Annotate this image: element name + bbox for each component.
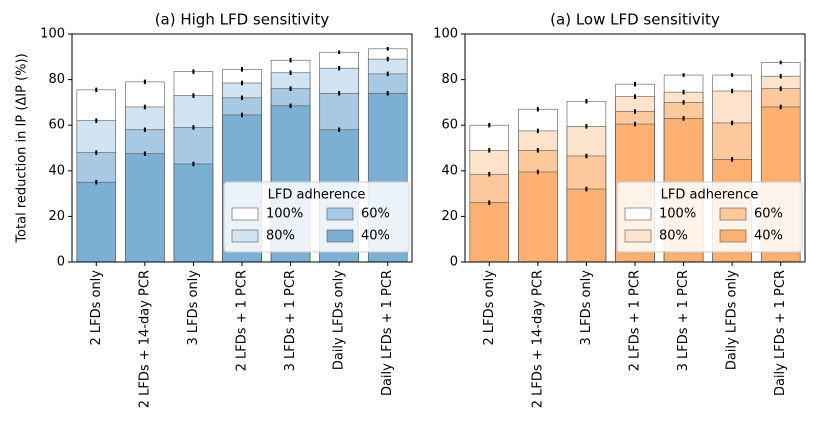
- legend-swatch: [231, 207, 259, 221]
- x-tick-label: 2 LFDs + 14-day PCR: [530, 270, 545, 408]
- legend-label: 60%: [361, 207, 390, 222]
- legend-label: 40%: [361, 229, 390, 244]
- legend-box: [223, 181, 410, 253]
- x-tick-label: 2 LFDs + 14-day PCR: [137, 270, 152, 408]
- x-tick-label: Daily LFDs only: [332, 270, 347, 370]
- axes-frame: [464, 33, 806, 263]
- y-tick-label: 100: [433, 27, 458, 42]
- x-tick-label: Daily LFDs only: [725, 270, 740, 370]
- x-tick-label: 3 LFDs + 1 PCR: [676, 270, 691, 371]
- legend-label: 40%: [754, 229, 783, 244]
- legend-swatch: [326, 207, 354, 221]
- legend-swatch: [719, 207, 747, 221]
- legend: LFD adherence 100% 80% 60% 40%: [223, 181, 410, 253]
- legend-label: 80%: [266, 229, 295, 244]
- y-tick-label: 100: [40, 27, 65, 42]
- chart-title: (a) Low LFD sensitivity: [550, 11, 720, 29]
- x-tick-label: 3 LFDs only: [579, 270, 594, 346]
- legend-label: 60%: [754, 207, 783, 222]
- legend-swatch: [624, 229, 652, 243]
- x-tick-label: 3 LFDs + 1 PCR: [283, 270, 298, 371]
- bar: [469, 202, 510, 263]
- bar: [173, 163, 214, 263]
- legend-swatch: [326, 229, 354, 243]
- y-tick-label: 20: [48, 209, 65, 224]
- bar: [76, 181, 117, 263]
- legend-swatch: [624, 207, 652, 221]
- bar: [518, 171, 558, 263]
- x-tick-label: 2 LFDs only: [482, 270, 497, 346]
- bar: [566, 188, 607, 263]
- x-tick-label: 2 LFDs only: [89, 270, 104, 346]
- bar: [125, 153, 165, 263]
- y-tick-label: 0: [450, 255, 458, 270]
- y-tick-label: 80: [48, 72, 65, 87]
- legend-title: LFD adherence: [661, 188, 759, 203]
- x-tick-label: Daily LFDs + 1 PCR: [380, 270, 395, 396]
- y-axis-label: Total reduction in IP (ΔIP (%)): [15, 53, 30, 243]
- y-tick-label: 40: [441, 163, 458, 178]
- legend-swatch: [719, 229, 747, 243]
- legend-swatch: [231, 229, 259, 243]
- chart-title: (a) High LFD sensitivity: [155, 11, 330, 29]
- legend-title: LFD adherence: [268, 188, 366, 203]
- x-tick-label: 2 LFDs + 1 PCR: [628, 270, 643, 371]
- legend-box: [616, 181, 803, 253]
- x-tick-label: 2 LFDs + 1 PCR: [235, 270, 250, 371]
- x-tick-label: 3 LFDs only: [186, 270, 201, 346]
- legend-label: 80%: [659, 229, 688, 244]
- legend: LFD adherence 100% 80% 60% 40%: [616, 181, 803, 253]
- legend-label: 100%: [659, 207, 696, 222]
- axes-frame: [71, 33, 413, 263]
- y-tick-label: 20: [441, 209, 458, 224]
- y-tick-label: 60: [48, 118, 65, 133]
- y-tick-label: 0: [57, 255, 65, 270]
- y-tick-label: 80: [441, 72, 458, 87]
- y-tick-label: 60: [441, 118, 458, 133]
- x-tick-label: Daily LFDs + 1 PCR: [773, 270, 788, 396]
- legend-label: 100%: [266, 207, 303, 222]
- y-tick-label: 40: [48, 163, 65, 178]
